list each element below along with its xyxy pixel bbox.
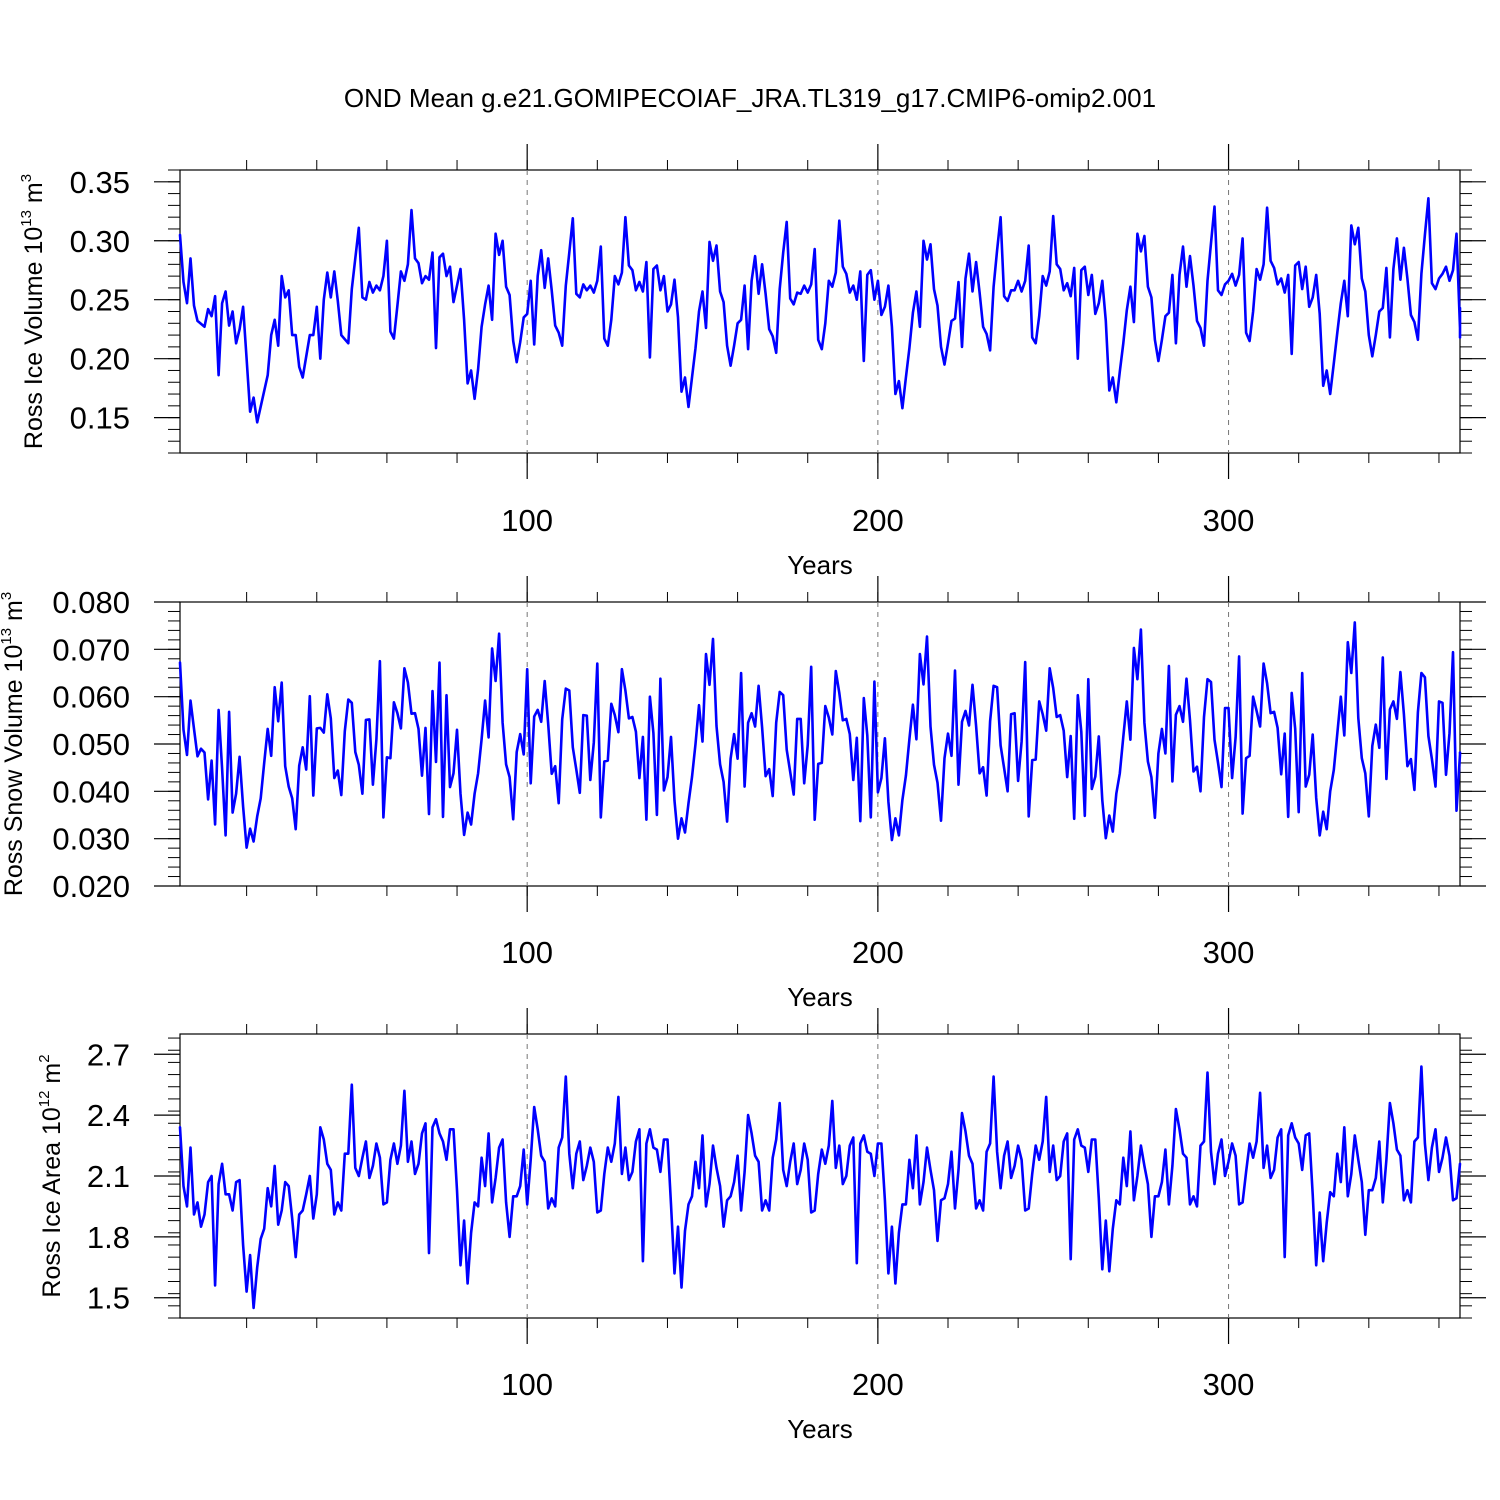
y-tick-label: 0.020 [52,869,130,904]
y-tick-label: 2.4 [87,1098,130,1133]
y-axis-title-exponent: 13 [18,210,35,227]
y-axis-title-text: Ross Snow Volume 10 [0,645,28,897]
y-tick-label: 1.8 [87,1220,130,1255]
panel-1: 100 200 300 Years 0.15 0.20 0.25 0.30 0.35 Ross I… [18,144,1486,580]
y-axis-title-unit: m [38,1063,66,1091]
y-tick-label: 0.070 [52,632,130,667]
x-axis-title: Years [787,550,853,580]
y-tick-label: 0.20 [70,342,130,377]
x-axis-title: Years [787,1414,853,1444]
y-axis-title-text: Ross Ice Volume 10 [20,227,48,449]
x-tick-label: 300 [1203,1367,1255,1402]
x-tick-label: 200 [852,503,904,538]
y-tick-label: 0.25 [70,283,130,318]
x-axis-title: Years [787,982,853,1012]
series-line [178,621,1462,849]
y-axis-title-unit-exponent: 3 [0,592,15,600]
y-tick-label: 0.15 [70,401,130,436]
y-tick-label: 0.35 [70,165,130,200]
y-tick-label: 0.050 [52,727,130,762]
y-axis-title: Ross Ice Area 1012 m2 [36,1054,66,1297]
y-tick-label: 2.1 [87,1159,130,1194]
y-tick-label: 0.030 [52,822,130,857]
y-tick-label: 0.040 [52,774,130,809]
x-tick-label: 100 [501,1367,553,1402]
y-axis-title-text: Ross Ice Area 10 [38,1107,66,1297]
figure-title: OND Mean g.e21.GOMIPECOIAF_JRA.TL319_g17… [344,83,1156,113]
x-tick-label: 300 [1203,503,1255,538]
y-axis-title-unit: m [0,600,28,628]
y-axis-title-exponent: 12 [36,1091,53,1108]
series-line [178,1065,1462,1310]
y-tick-label: 0.060 [52,680,130,715]
y-axis-title: Ross Ice Volume 1013 m3 [18,174,48,449]
y-axis-title-unit-exponent: 3 [18,174,35,182]
x-tick-label: 300 [1203,935,1255,970]
panel-2: 100 200 300 Years 0.020 0.030 0.040 0.050 0.060 0… [0,576,1486,1012]
panel-3: 100 200 300 Years 1.5 1.8 2.1 2.4 2.7 Ross Ice Ar… [36,1008,1486,1444]
x-tick-label: 200 [852,935,904,970]
y-tick-label: 0.30 [70,224,130,259]
y-axis-title-unit: m [20,182,48,210]
y-tick-label: 1.5 [87,1281,130,1316]
x-tick-label: 100 [501,935,553,970]
y-axis-title-unit-exponent: 2 [36,1054,53,1062]
y-tick-label: 2.7 [87,1037,130,1072]
y-axis-title-exponent: 13 [0,628,15,645]
y-axis-title: Ross Snow Volume 1013 m3 [0,592,28,896]
x-tick-label: 100 [501,503,553,538]
series-line [178,197,1462,424]
y-tick-label: 0.080 [52,585,130,620]
x-tick-label: 200 [852,1367,904,1402]
